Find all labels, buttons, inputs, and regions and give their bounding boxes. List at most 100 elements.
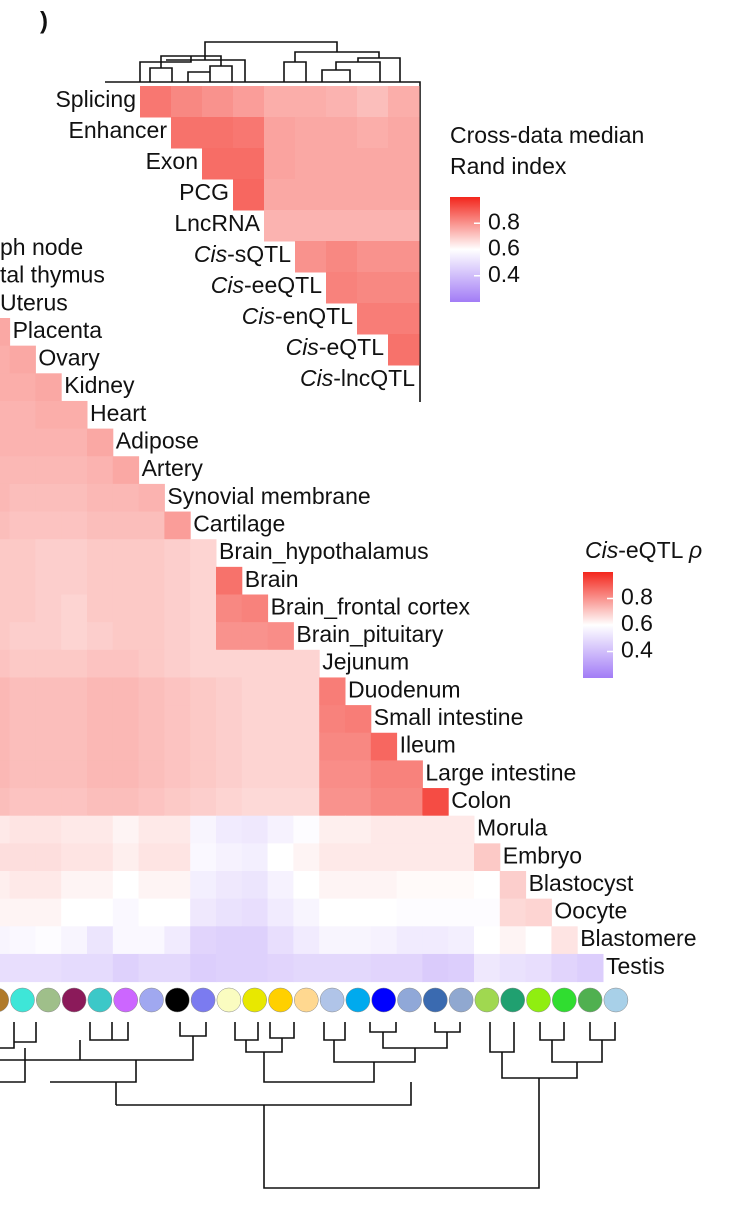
heatmap-cell [35, 705, 62, 734]
row-label: Colon [451, 787, 511, 813]
heatmap-cell [9, 843, 36, 872]
heatmap-cell [164, 843, 191, 872]
heatmap-cell [370, 953, 398, 983]
heatmap-cell [241, 953, 269, 983]
heatmap-cell [525, 953, 552, 983]
heatmap-cell [35, 456, 62, 485]
heatmap-cell [61, 649, 88, 678]
heatmap-cell [345, 732, 372, 761]
heatmap-cell [9, 400, 36, 430]
heatmap-cell [396, 815, 423, 844]
heatmap-cell [138, 953, 165, 983]
heatmap-cell [35, 400, 62, 430]
row-label: ph node [0, 234, 83, 260]
heatmap-cell [87, 871, 114, 900]
heatmap-cell [388, 303, 420, 335]
heatmap-cell [267, 898, 294, 927]
heatmap-cell [164, 539, 191, 568]
label-backdrop [88, 402, 149, 427]
heatmap-cell [319, 788, 346, 817]
heatmap-cell [171, 86, 203, 118]
heatmap-cell [0, 871, 11, 900]
heatmap-cell [396, 843, 423, 872]
heatmap-cell [216, 705, 243, 734]
row-label: Brain [245, 566, 299, 592]
heatmap-cell [61, 815, 88, 844]
heatmap-cell [241, 622, 269, 651]
heatmap-cell [138, 843, 165, 872]
heatmap-cell [112, 511, 140, 540]
heatmap-cell [241, 677, 269, 706]
heatmap-cell [61, 622, 88, 651]
heatmap-cell [9, 511, 36, 540]
heatmap-cell [190, 539, 217, 568]
row-label: Brain_pituitary [296, 621, 444, 647]
row-label: Large intestine [425, 759, 576, 785]
heatmap-cell [190, 732, 217, 761]
label-backdrop [217, 541, 431, 565]
heatmap-cell [326, 179, 358, 211]
row-label: Brain_hypothalamus [219, 538, 429, 564]
label-italic: Cis [286, 334, 320, 360]
legend-title: Cross-data median [450, 122, 644, 148]
row-label: tal thymus [0, 262, 105, 288]
heatmap-cell [9, 871, 36, 900]
tissue-color-dot [603, 987, 629, 1013]
heatmap-cell [422, 926, 449, 955]
label-backdrop [139, 458, 205, 482]
row-label: Testis [606, 953, 665, 979]
heatmap-cell [422, 815, 449, 844]
label-backdrop [604, 955, 667, 980]
heatmap-cell [35, 871, 62, 900]
heatmap-cell [422, 843, 449, 872]
heatmap-cell [0, 400, 11, 430]
heatmap-cell [87, 483, 114, 513]
heatmap-cell [87, 511, 114, 540]
label-backdrop [0, 264, 107, 289]
heatmap-cell [216, 649, 243, 678]
heatmap-cell [35, 953, 62, 983]
heatmap-cell [388, 86, 420, 118]
heatmap-cell [138, 649, 165, 678]
heatmap-cell [190, 926, 217, 955]
legend-title: Cis-eQTL ρ [585, 537, 702, 563]
heatmap-cell [267, 926, 294, 955]
heatmap-cell [87, 788, 114, 817]
heatmap-cell [138, 760, 165, 789]
heatmap-cell [61, 428, 88, 457]
heatmap-cell [112, 898, 140, 927]
heatmap-cell [293, 649, 320, 678]
heatmap-cell [61, 456, 88, 485]
heatmap-cell [164, 815, 191, 844]
heatmap-cell [35, 732, 62, 761]
heatmap-cell [190, 788, 217, 817]
heatmap-cell [164, 898, 191, 927]
legend-title-part: -eQTL [618, 537, 689, 563]
row-label: Cis-eeQTL [211, 272, 322, 298]
heatmap-cell [0, 456, 11, 485]
row-label: LncRNA [174, 210, 260, 236]
heatmap-cell [345, 926, 372, 955]
row-label: Cis-eQTL [286, 334, 385, 360]
heatmap-cell [241, 732, 269, 761]
heatmap-cell [499, 953, 527, 983]
tissue-color-dot [371, 987, 396, 1013]
heatmap-cell [577, 953, 604, 983]
row-label: Cartilage [193, 510, 285, 536]
heatmap-cell [216, 898, 243, 927]
heatmap-cell [422, 953, 449, 983]
heatmap-cell [61, 566, 88, 595]
heatmap-cell [295, 179, 327, 211]
row-label: Cis-lncQTL [300, 365, 415, 391]
heatmap-cell [87, 539, 114, 568]
heatmap-cell [35, 373, 62, 402]
heatmap-cell [0, 677, 11, 706]
heatmap-cell [138, 705, 165, 734]
heatmap-cell [61, 843, 88, 872]
heatmap-cell [357, 148, 389, 180]
heatmap-cell [448, 953, 475, 983]
heatmap-cell [164, 622, 191, 651]
label-backdrop [371, 707, 526, 731]
heatmap-cell [9, 898, 36, 927]
heatmap-cell [35, 649, 62, 678]
